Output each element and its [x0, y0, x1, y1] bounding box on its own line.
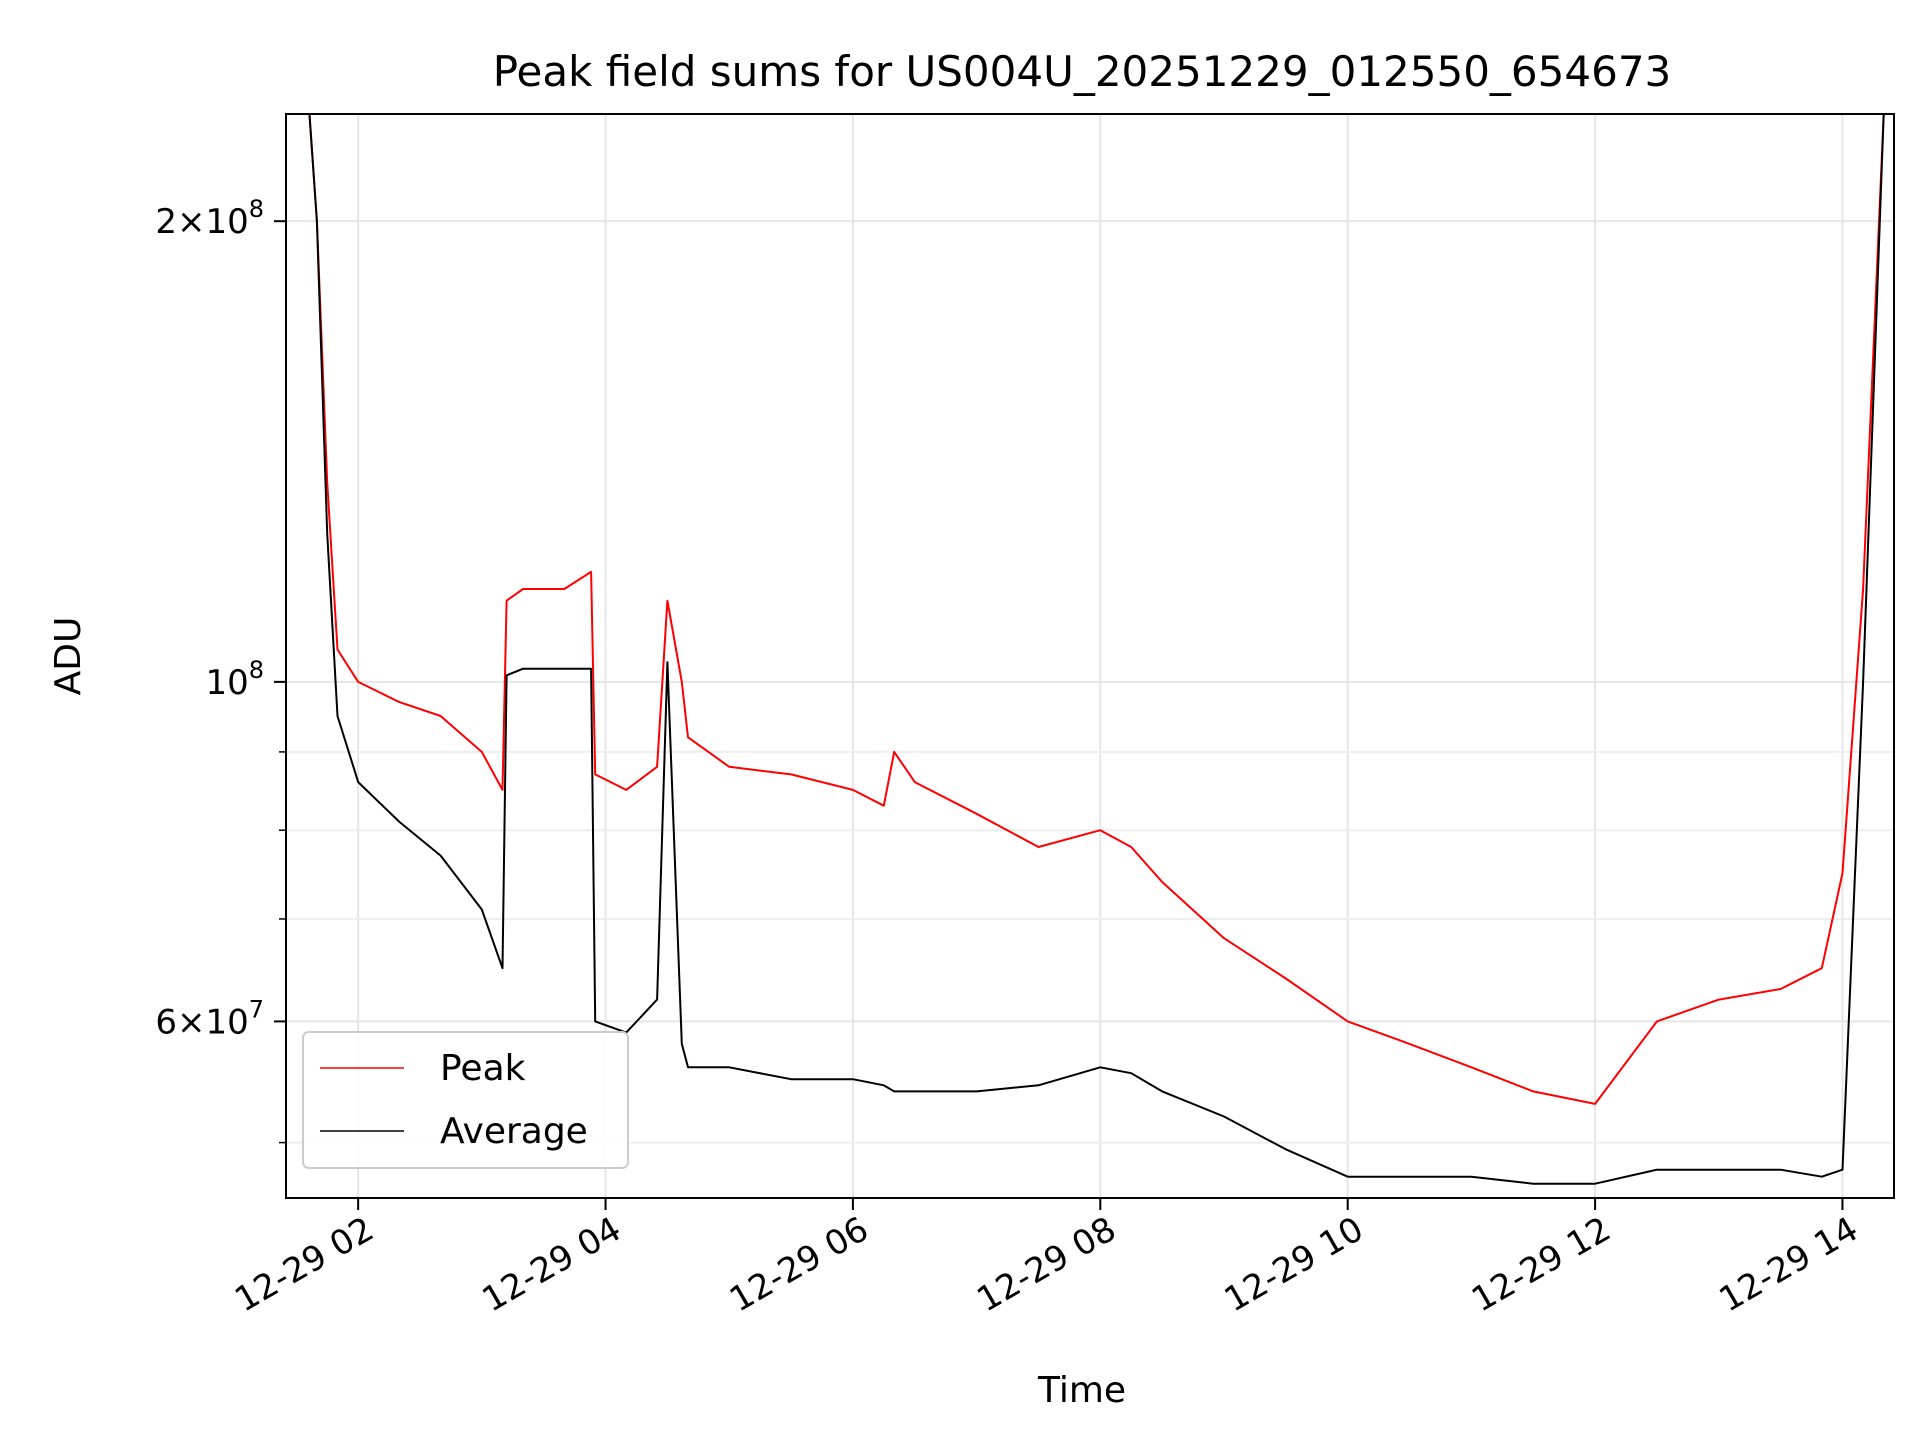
legend-label-peak: Peak [440, 1048, 526, 1089]
series-line-average [308, 114, 1885, 1185]
y-tick-label: 2×108 [155, 195, 264, 242]
y-tick-label: 6×107 [155, 995, 264, 1042]
y-tick-exponent: 7 [249, 995, 264, 1023]
legend-label-average: Average [440, 1111, 588, 1152]
x-axis-label: Time [1037, 1370, 1126, 1411]
y-tick-exponent: 8 [249, 656, 264, 684]
chart-title: Peak field sums for US004U_20251229_0125… [493, 47, 1672, 96]
plot-frame [285, 113, 1895, 1199]
plot-series [308, 114, 1885, 1185]
y-tick-exponent: 8 [249, 195, 264, 223]
legend-box [302, 1031, 629, 1169]
legend: Peak Average [302, 1031, 629, 1169]
y-axis-label: ADU [48, 617, 89, 696]
series-line-peak [308, 114, 1885, 1105]
